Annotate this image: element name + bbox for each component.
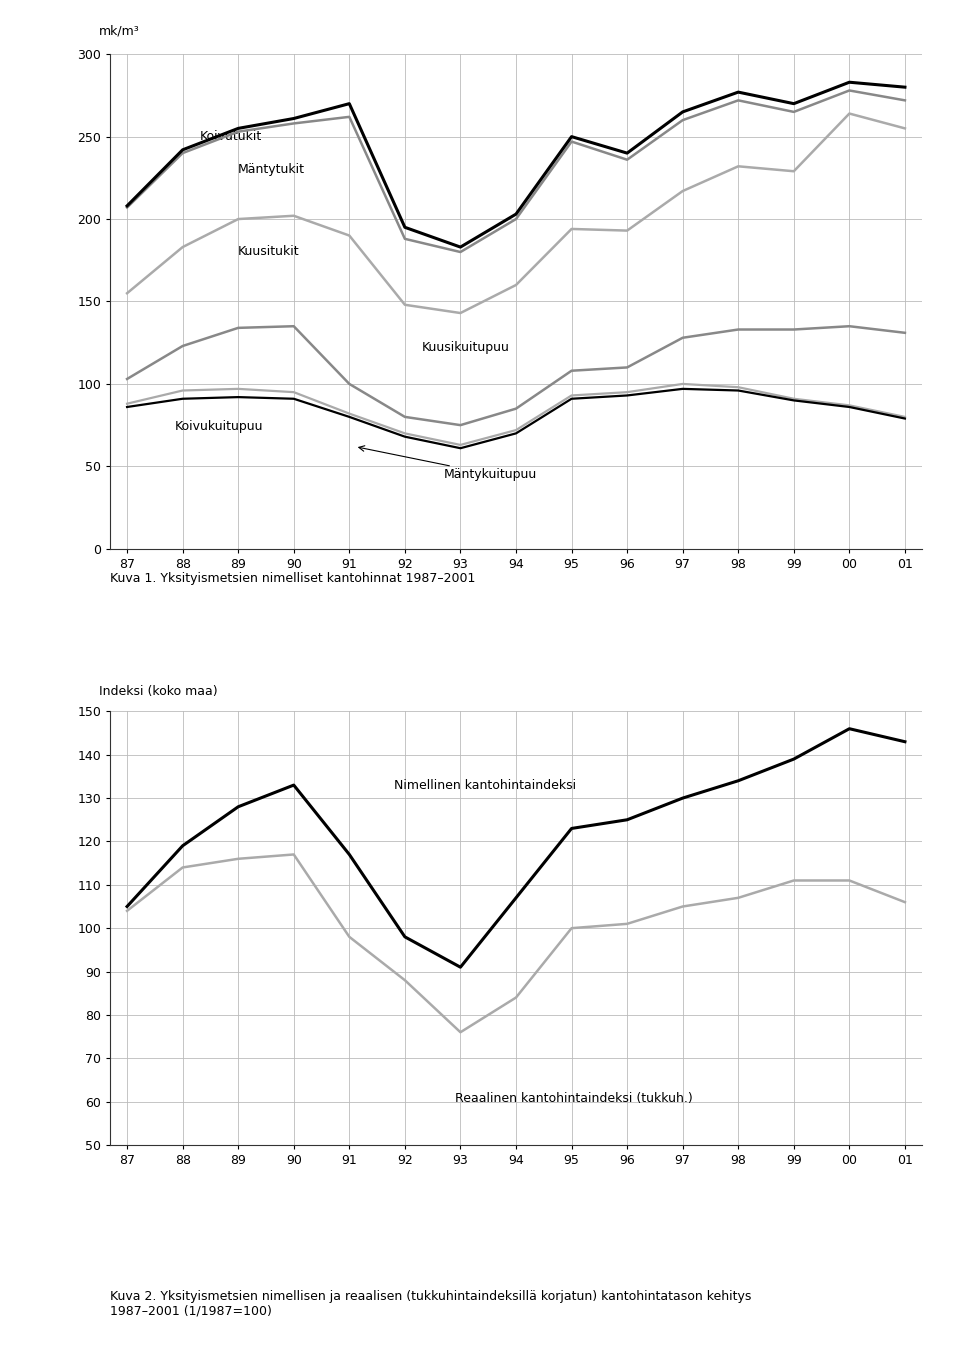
Text: Koivukuitupuu: Koivukuitupuu [175, 420, 263, 434]
Text: Indeksi (koko maa): Indeksi (koko maa) [99, 686, 218, 698]
Text: Kuva 1. Yksityismetsien nimelliset kantohinnat 1987–2001: Kuva 1. Yksityismetsien nimelliset kanto… [110, 572, 476, 585]
Text: Kuusikuitupuu: Kuusikuitupuu [421, 341, 510, 354]
Text: Reaalinen kantohintaindeksi (tukkuh.): Reaalinen kantohintaindeksi (tukkuh.) [455, 1092, 692, 1104]
Text: Nimellinen kantohintaindeksi: Nimellinen kantohintaindeksi [394, 779, 576, 793]
Text: Mäntytukit: Mäntytukit [238, 163, 305, 176]
Text: Kuva 2. Yksityismetsien nimellisen ja reaalisen (tukkuhintaindeksillä korjatun) : Kuva 2. Yksityismetsien nimellisen ja re… [110, 1290, 752, 1318]
Text: Kuusitukit: Kuusitukit [238, 245, 300, 259]
Text: mk/m³: mk/m³ [99, 24, 140, 38]
Text: Koivutukit: Koivutukit [200, 130, 261, 142]
Text: Mäntykuitupuu: Mäntykuitupuu [444, 467, 537, 481]
